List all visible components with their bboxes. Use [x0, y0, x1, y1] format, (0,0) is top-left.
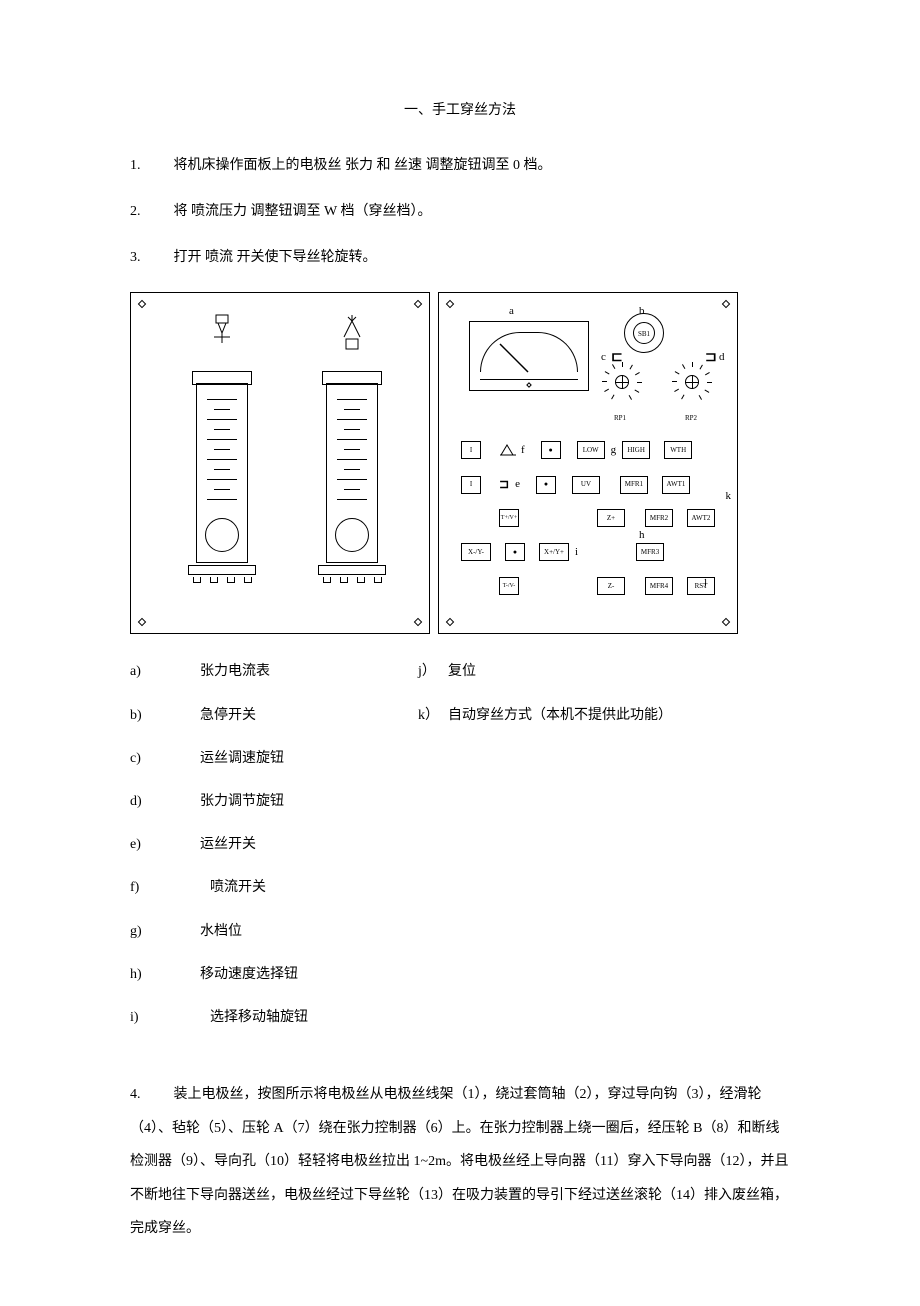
- screw-icon: [446, 618, 454, 626]
- gauge-float: [205, 518, 239, 552]
- step-item: 3. 打开 喷流 开关使下导丝轮旋转。: [130, 244, 790, 272]
- zplus-button[interactable]: Z+: [597, 509, 625, 527]
- estop-label: SB1: [633, 322, 655, 344]
- dial-label-rp1: RP1: [614, 413, 626, 424]
- awt2-button[interactable]: AWT2: [687, 509, 715, 527]
- toggle-button[interactable]: I: [461, 441, 481, 459]
- toggle-button[interactable]: ●: [536, 476, 556, 494]
- toggle-button[interactable]: I: [461, 476, 481, 494]
- step-item: 1. 将机床操作面板上的电极丝 张力 和 丝速 调整旋钮调至 0 档。: [130, 152, 790, 180]
- legend-col-right: j）复位 k）自动穿丝方式（本机不提供此功能）: [418, 659, 672, 1048]
- gauge-float: [335, 518, 369, 552]
- estop-button[interactable]: SB1: [624, 313, 664, 353]
- nozzle-down-icon: [208, 313, 236, 353]
- gauge-base: [318, 565, 386, 575]
- label-a: a: [509, 303, 514, 321]
- legend-item: c)运丝调速旋钮: [130, 746, 308, 771]
- diagram-panels: a b c d SB1 ⊏ ⊏ RP1 RP2 I f: [130, 292, 790, 634]
- step-num: 1.: [130, 152, 170, 180]
- button-row-5: T-/V- Z- MFR4 RST: [499, 577, 715, 595]
- button-row-2: I ⊏ e ● UV MFR1 AWT1: [461, 475, 690, 494]
- legend-col-left: a)张力电流表 b)急停开关 c)运丝调速旋钮 d)张力调节旋钮 e)运丝开关 …: [130, 659, 308, 1048]
- xplus-button[interactable]: X+/Y+: [539, 543, 569, 561]
- button-row-1: I f ● LOW g HIGH WTH: [461, 441, 692, 459]
- legend-item: b)急停开关: [130, 703, 308, 728]
- wth-button[interactable]: WTH: [664, 441, 692, 459]
- screw-icon: [414, 618, 422, 626]
- screw-icon: [446, 300, 454, 308]
- label-h: h: [639, 527, 645, 545]
- legend-item: d)张力调节旋钮: [130, 789, 308, 814]
- center-button[interactable]: ●: [505, 543, 525, 561]
- step-text: 将机床操作面板上的电极丝 张力 和 丝速 调整旋钮调至 0 档。: [174, 158, 552, 173]
- mfr2-button[interactable]: MFR2: [645, 509, 673, 527]
- steps-list: 1. 将机床操作面板上的电极丝 张力 和 丝速 调整旋钮调至 0 档。 2. 将…: [130, 152, 790, 272]
- legend-item: i)选择移动轴旋钮: [130, 1005, 308, 1030]
- mfr1-button[interactable]: MFR1: [620, 476, 648, 494]
- control-panel: a b c d SB1 ⊏ ⊏ RP1 RP2 I f: [438, 292, 738, 634]
- legend-item: k）自动穿丝方式（本机不提供此功能）: [418, 703, 672, 728]
- tplus-button[interactable]: T+/V+: [499, 509, 519, 527]
- zminus-button[interactable]: Z-: [597, 577, 625, 595]
- tminus-button[interactable]: T-/V-: [499, 577, 519, 595]
- label-e: e: [515, 476, 520, 494]
- label-g: g: [611, 442, 617, 460]
- step-item: 2. 将 喷流压力 调整钮调至 W 档（穿丝档）。: [130, 198, 790, 226]
- screw-icon: [138, 300, 146, 308]
- step-num: 3.: [130, 244, 170, 272]
- dial-label-rp2: RP2: [685, 413, 697, 424]
- step-text: 将 喷流压力 调整钮调至 W 档（穿丝档）。: [174, 204, 432, 219]
- step-4: 4. 装上电极丝，按图所示将电极丝从电极丝线架（1），绕过套筒轴（2），穿过导向…: [130, 1078, 790, 1246]
- screw-icon: [722, 618, 730, 626]
- legend-item: j）复位: [418, 659, 672, 684]
- screw-icon: [138, 618, 146, 626]
- nozzle-spray-icon: [338, 313, 366, 353]
- mfr4-button[interactable]: MFR4: [645, 577, 673, 595]
- step-num: 2.: [130, 198, 170, 226]
- step-num: 4.: [130, 1078, 170, 1112]
- gauge-panel: [130, 292, 430, 634]
- step-text: 打开 喷流 开关使下导丝轮旋转。: [174, 250, 377, 265]
- legend-item: h)移动速度选择钮: [130, 962, 308, 987]
- awt1-button[interactable]: AWT1: [662, 476, 690, 494]
- gauge-feet: [188, 577, 256, 583]
- pump-icon: [499, 443, 517, 457]
- step-text: 装上电极丝，按图所示将电极丝从电极丝线架（1），绕过套筒轴（2），穿过导向钩（3…: [130, 1087, 788, 1236]
- uv-button[interactable]: UV: [572, 476, 600, 494]
- legend-item: g)水档位: [130, 919, 308, 944]
- mfr3-button[interactable]: MFR3: [636, 543, 664, 561]
- rst-button[interactable]: RST: [687, 577, 715, 595]
- gauge-base: [188, 565, 256, 575]
- xminus-button[interactable]: X-/Y-: [461, 543, 491, 561]
- label-d: d: [719, 349, 725, 367]
- button-row-3: T+/V+ Z+ MFR2 AWT2: [499, 509, 715, 527]
- low-button[interactable]: LOW: [577, 441, 605, 459]
- gauge-feet: [318, 577, 386, 583]
- label-k: k: [726, 488, 732, 506]
- tension-ammeter: [469, 321, 589, 391]
- page-title: 一、手工穿丝方法: [130, 100, 790, 122]
- legend-item: e)运丝开关: [130, 832, 308, 857]
- legend-item: a)张力电流表: [130, 659, 308, 684]
- dial-rp2[interactable]: [669, 359, 715, 405]
- button-row-4: X-/Y- ● X+/Y+ i MFR3: [461, 543, 664, 561]
- label-i: i: [575, 544, 578, 562]
- high-button[interactable]: HIGH: [622, 441, 650, 459]
- gauge-scale: [326, 383, 378, 563]
- label-f: f: [521, 442, 525, 460]
- legend-item: f)喷流开关: [130, 875, 308, 900]
- bracket-icon: ⊏: [499, 475, 509, 494]
- dial-rp1[interactable]: [599, 359, 645, 405]
- gauge-scale: [196, 383, 248, 563]
- legend: a)张力电流表 b)急停开关 c)运丝调速旋钮 d)张力调节旋钮 e)运丝开关 …: [130, 659, 790, 1048]
- screw-icon: [414, 300, 422, 308]
- toggle-button[interactable]: ●: [541, 441, 561, 459]
- screw-icon: [722, 300, 730, 308]
